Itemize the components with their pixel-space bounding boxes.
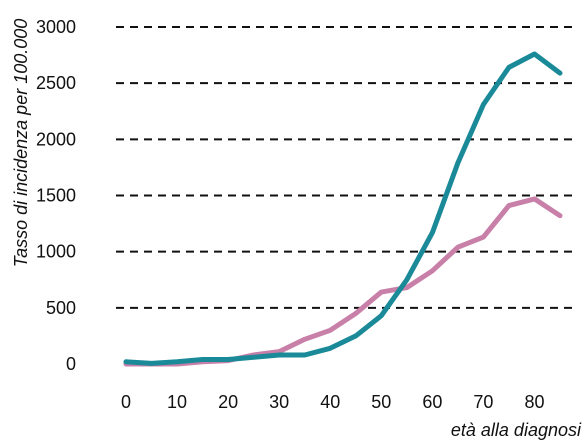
x-tick-label: 50	[371, 392, 391, 412]
x-tick-label: 80	[524, 392, 544, 412]
x-tick-label: 60	[422, 392, 442, 412]
x-axis-title: età alla diagnosi	[451, 420, 582, 440]
y-tick-label: 1500	[36, 186, 76, 206]
y-tick-label: 2500	[36, 73, 76, 93]
series-layer	[123, 51, 563, 367]
x-tick-label: 20	[218, 392, 238, 412]
grid	[116, 26, 572, 309]
y-tick-label: 3000	[36, 17, 76, 37]
x-tick-label: 0	[121, 392, 131, 412]
x-tick-label: 10	[167, 392, 187, 412]
series-line-2	[123, 196, 563, 367]
y-tick-label: 2000	[36, 129, 76, 149]
x-axis-ticks: 0 10 20 30 40 50 60 70 80	[121, 392, 544, 412]
y-tick-label: 500	[46, 298, 76, 318]
y-tick-label: 1000	[36, 242, 76, 262]
series-line-1	[123, 51, 563, 366]
x-tick-label: 70	[473, 392, 493, 412]
y-axis-title: Tasso di incidenza per 100.000	[11, 19, 31, 268]
y-tick-label: 0	[66, 354, 76, 374]
y-axis-ticks: 0 500 1000 1500 2000 2500 3000	[36, 17, 76, 374]
x-tick-label: 30	[269, 392, 289, 412]
x-tick-label: 40	[320, 392, 340, 412]
